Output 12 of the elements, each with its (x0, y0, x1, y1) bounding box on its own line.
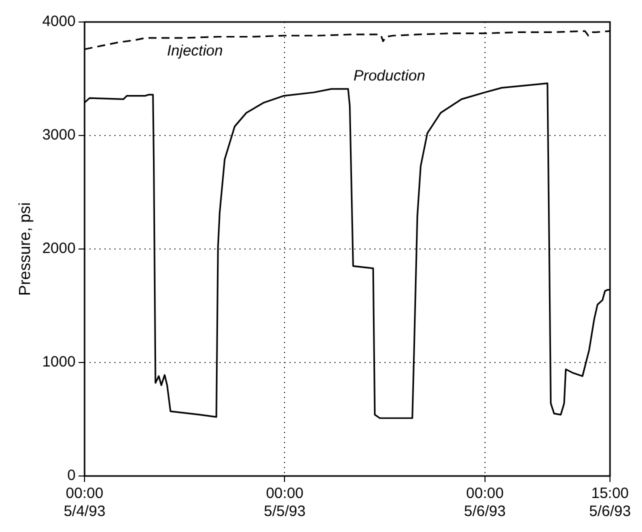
x-tick-label: 15:00 5/6/93 (589, 485, 631, 520)
y-tick-label: 4000 (42, 13, 76, 30)
x-tick-label: 00:00 5/5/93 (264, 485, 306, 520)
x-tick-label: 00:00 5/4/93 (64, 485, 106, 520)
y-axis-title: Pressure, psi (17, 202, 34, 296)
x-tick-label: 00:00 5/6/93 (464, 485, 506, 520)
y-tick-label: 1000 (42, 354, 76, 371)
series-label: Injection (166, 42, 223, 60)
series-label: Production (353, 68, 426, 85)
y-tick-label: 0 (67, 467, 76, 484)
y-tick-label: 2000 (42, 240, 76, 258)
y-tick-label: 3000 (42, 126, 76, 144)
